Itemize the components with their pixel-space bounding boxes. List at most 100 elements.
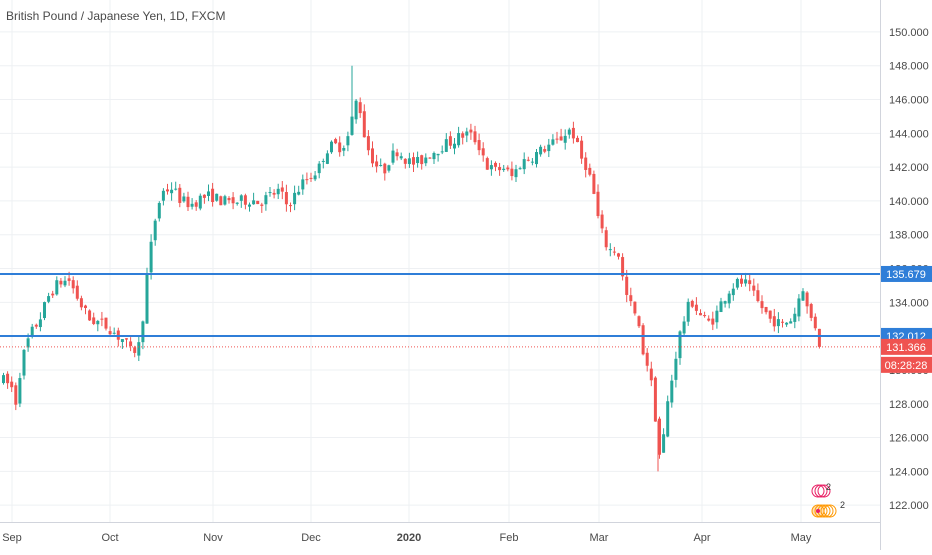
candle-down bbox=[133, 347, 137, 353]
candle-up bbox=[674, 358, 678, 380]
candle-up bbox=[157, 202, 161, 219]
chart-title: British Pound / Japanese Yen, 1D, FXCM bbox=[6, 9, 225, 23]
candle-up bbox=[522, 159, 526, 170]
event-count-label: 2 bbox=[826, 482, 831, 492]
candle-down bbox=[772, 316, 776, 327]
candle-up bbox=[22, 349, 26, 376]
candle-up bbox=[248, 204, 251, 207]
candle-down bbox=[231, 197, 235, 204]
candle-up bbox=[141, 321, 145, 343]
candle-up bbox=[723, 301, 727, 304]
y-axis-tick-label: 138.000 bbox=[889, 230, 929, 242]
candle-down bbox=[768, 310, 772, 319]
candle-down bbox=[629, 295, 633, 302]
candle-down bbox=[756, 290, 760, 302]
candles-layer bbox=[2, 65, 821, 472]
countdown-label: 08:28:28 bbox=[885, 360, 928, 372]
events-marker-upper[interactable]: 2 bbox=[811, 482, 831, 498]
candle-up bbox=[453, 143, 456, 149]
candle-up bbox=[801, 291, 805, 301]
candle-up bbox=[666, 401, 670, 437]
candle-down bbox=[485, 158, 489, 170]
candle-down bbox=[555, 138, 559, 140]
candle-up bbox=[325, 153, 329, 164]
candle-down bbox=[129, 341, 133, 346]
candle-up bbox=[416, 156, 420, 164]
x-axis-tick-label: Mar bbox=[590, 532, 609, 544]
candle-up bbox=[223, 196, 227, 205]
candle-down bbox=[420, 155, 424, 165]
x-axis-tick-label: Sep bbox=[2, 532, 22, 544]
candle-up bbox=[174, 188, 178, 190]
candle-up bbox=[18, 378, 22, 404]
candle-up bbox=[38, 319, 42, 328]
candle-up bbox=[539, 146, 543, 155]
candle-down bbox=[711, 318, 715, 325]
candle-up bbox=[744, 279, 748, 284]
x-axis-tick-label: Nov bbox=[203, 532, 223, 544]
candle-down bbox=[461, 133, 465, 138]
candle-down bbox=[305, 179, 309, 181]
candle-down bbox=[805, 292, 809, 307]
y-axis-tick-label: 122.000 bbox=[889, 500, 929, 512]
candle-down bbox=[690, 300, 694, 307]
candle-up bbox=[354, 100, 358, 120]
candle-up bbox=[317, 163, 321, 174]
candle-down bbox=[92, 317, 96, 324]
candle-down bbox=[604, 230, 608, 248]
candle-up bbox=[96, 320, 100, 325]
candle-down bbox=[617, 253, 620, 257]
candle-down bbox=[740, 278, 743, 284]
candle-down bbox=[166, 189, 169, 192]
candle-down bbox=[584, 157, 588, 170]
candle-down bbox=[186, 196, 190, 208]
horizontal-lines-layer[interactable] bbox=[0, 272, 880, 348]
candle-up bbox=[489, 165, 493, 170]
candle-down bbox=[88, 310, 92, 321]
x-axis-tick-label: Apr bbox=[693, 532, 710, 544]
candle-up bbox=[145, 274, 149, 324]
candle-up bbox=[727, 293, 731, 304]
candle-down bbox=[752, 285, 756, 291]
y-axis-tick-label: 144.000 bbox=[889, 128, 929, 140]
candle-down bbox=[272, 192, 276, 195]
candle-down bbox=[412, 157, 415, 165]
candle-down bbox=[108, 331, 112, 335]
candle-up bbox=[215, 193, 219, 201]
candle-up bbox=[608, 249, 612, 251]
candle-down bbox=[395, 152, 399, 157]
event-circle bbox=[823, 504, 837, 518]
candle-down bbox=[104, 317, 108, 329]
candle-down bbox=[383, 163, 387, 174]
candle-up bbox=[149, 241, 153, 273]
candle-down bbox=[481, 148, 485, 156]
candle-down bbox=[813, 316, 817, 329]
candle-down bbox=[284, 192, 288, 205]
event-count-label: 2 bbox=[840, 500, 845, 510]
event-circle bbox=[811, 484, 825, 498]
candle-up bbox=[502, 168, 506, 171]
candle-up bbox=[239, 195, 243, 201]
candle-down bbox=[75, 285, 79, 299]
candle-up bbox=[330, 141, 333, 153]
event-circle bbox=[814, 484, 828, 498]
candle-up bbox=[268, 192, 272, 194]
candle-up bbox=[161, 190, 165, 201]
candle-down bbox=[649, 368, 653, 381]
candle-down bbox=[10, 381, 14, 388]
candle-up bbox=[170, 189, 174, 194]
candle-up bbox=[432, 153, 436, 160]
candle-up bbox=[55, 280, 59, 295]
event-markers[interactable]: 22 bbox=[811, 482, 845, 518]
candle-up bbox=[137, 342, 141, 356]
candle-up bbox=[457, 133, 461, 146]
candle-down bbox=[338, 142, 342, 153]
candle-up bbox=[207, 191, 210, 196]
events-marker-lower[interactable]: 2 bbox=[811, 500, 845, 518]
candle-down bbox=[289, 205, 292, 207]
candle-down bbox=[125, 338, 128, 340]
x-axis-tick-label: Feb bbox=[500, 532, 519, 544]
candle-down bbox=[707, 318, 711, 321]
